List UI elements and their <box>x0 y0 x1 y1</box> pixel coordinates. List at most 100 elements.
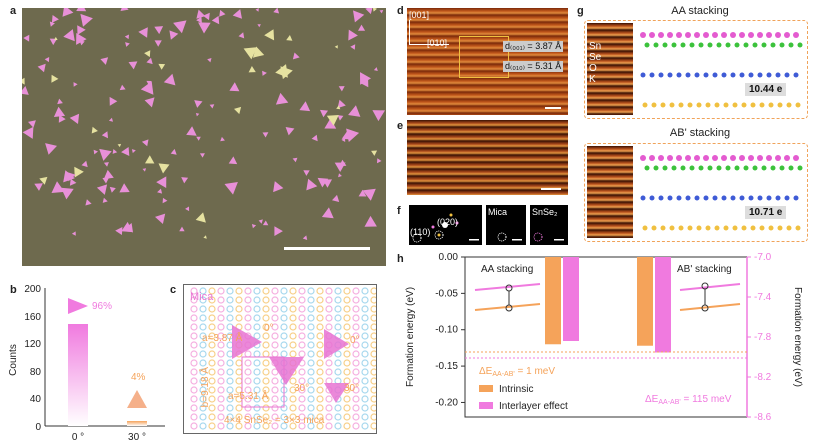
flake <box>373 67 378 71</box>
lattice-site <box>370 296 376 304</box>
lattice-b-label: b=9.18 Å <box>200 367 211 408</box>
lattice-a2-label: a=5.31 Å <box>228 391 269 402</box>
flake <box>358 189 367 197</box>
flake <box>158 63 166 70</box>
optical-micrograph <box>22 8 386 266</box>
ytick: 40 <box>30 394 42 405</box>
flake <box>144 97 155 108</box>
lattice-site <box>262 332 270 340</box>
lattice-site <box>271 305 279 313</box>
atom <box>642 225 648 231</box>
lattice-site <box>289 350 297 358</box>
flake <box>219 9 226 17</box>
flake <box>119 84 126 91</box>
flake <box>22 126 34 139</box>
lattice-site <box>343 305 351 313</box>
flake <box>109 96 118 106</box>
lattice-site <box>370 404 376 412</box>
atom <box>786 225 792 231</box>
flake <box>142 168 147 172</box>
mica-fft-label: Mica <box>488 207 508 217</box>
lattice-site <box>298 323 306 331</box>
ytick-label-left: -0.15 <box>435 361 458 372</box>
snse2-fft-label: SnSe₂ <box>532 207 558 217</box>
atom <box>777 225 783 231</box>
lattice-site <box>343 350 351 358</box>
lattice-site <box>316 332 324 340</box>
atom <box>640 155 646 161</box>
flake <box>274 226 283 236</box>
ytick-label-left: -0.10 <box>435 325 458 336</box>
lattice-site <box>226 296 234 304</box>
atom <box>741 225 747 231</box>
lattice-site <box>208 359 216 367</box>
lattice-site <box>307 305 315 313</box>
lattice-site <box>307 296 315 304</box>
lattice-site <box>370 386 376 394</box>
flake <box>76 33 87 45</box>
lattice-site <box>217 323 225 331</box>
lattice-site <box>253 332 261 340</box>
mica-label: Mica <box>190 291 214 303</box>
scale-bar <box>545 107 561 109</box>
lattice-site <box>190 386 198 394</box>
flake <box>364 215 377 227</box>
stem-aa <box>587 23 633 115</box>
flake <box>348 29 358 41</box>
lattice-site <box>253 296 261 304</box>
atom <box>797 165 803 171</box>
lattice-site <box>361 422 369 430</box>
lattice-a-label: a=3.87 Å <box>202 333 243 344</box>
atom <box>653 165 659 171</box>
lattice-site <box>334 359 342 367</box>
lattice-site <box>307 422 315 430</box>
flake <box>99 148 112 161</box>
lattice-site <box>370 413 376 421</box>
flake <box>299 101 311 112</box>
flake <box>196 16 202 24</box>
atom <box>725 165 731 171</box>
lattice-site <box>370 314 376 322</box>
flake <box>185 206 190 212</box>
lattice-site <box>352 323 360 331</box>
atom <box>676 195 682 201</box>
flake <box>58 114 66 123</box>
lattice-site <box>370 323 376 331</box>
flake <box>23 34 30 42</box>
flake <box>207 58 212 63</box>
lattice-site <box>298 404 306 412</box>
atom <box>766 32 772 38</box>
legend-o: O <box>589 63 597 74</box>
lattice-site <box>298 368 306 376</box>
atom <box>680 42 686 48</box>
flake <box>22 86 29 95</box>
lattice-site <box>316 359 324 367</box>
lattice-site <box>235 413 243 421</box>
flake <box>158 163 170 174</box>
atom <box>687 102 693 108</box>
flake <box>62 8 74 17</box>
atom <box>660 102 666 108</box>
lattice-site <box>199 314 207 322</box>
lattice-site <box>271 350 279 358</box>
flake <box>195 212 206 223</box>
lattice-site <box>361 287 369 295</box>
lattice-site <box>217 350 225 358</box>
flake <box>156 176 167 188</box>
flake <box>93 149 98 155</box>
ytick-label-right: -8.6 <box>754 412 772 423</box>
flake <box>45 143 57 155</box>
atom <box>775 195 781 201</box>
atom <box>734 42 740 48</box>
flake <box>196 136 201 141</box>
flake <box>66 171 76 182</box>
lattice-site <box>262 359 270 367</box>
lattice-site <box>316 314 324 322</box>
flake <box>140 81 154 95</box>
lattice-site <box>199 422 207 430</box>
atom <box>669 225 675 231</box>
lattice-site <box>244 359 252 367</box>
lattice-site <box>235 314 243 322</box>
flake <box>334 45 338 49</box>
flake <box>120 8 129 11</box>
